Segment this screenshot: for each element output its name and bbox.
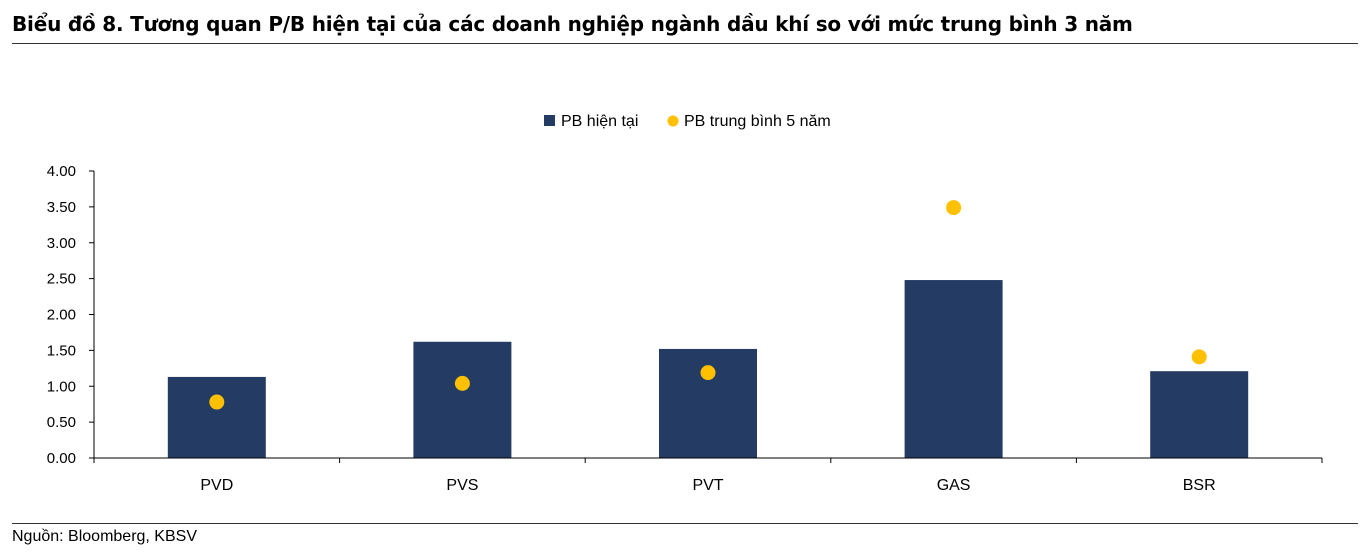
x-category-label: PVT [692,477,723,494]
chart-title: Biểu đồ 8. Tương quan P/B hiện tại của c… [12,12,1133,36]
x-category-label: PVD [200,477,233,494]
x-axis: PVD PVS PVT GAS BSR [93,457,1323,494]
y-tick-label: 2.50 [47,271,76,288]
bar-pvd [167,376,266,458]
y-axis: 0.00 0.50 1.00 1.50 2.00 2.50 3.00 3.50 4.00 [47,163,95,467]
x-category-label: BSR [1183,477,1216,494]
x-category-label: PVS [446,477,478,494]
y-tick-label: 0.50 [47,414,76,431]
y-tick-label: 1.50 [47,342,76,359]
y-tick-label: 3.50 [47,199,76,216]
legend-dot-swatch [667,115,679,127]
source-divider [12,523,1358,524]
scatter-series [209,200,1207,410]
legend-bar-swatch [544,115,555,126]
y-tick-label: 1.00 [47,378,76,395]
dot-bsr [1191,349,1207,365]
y-tick-label: 3.00 [47,235,76,252]
y-tick-label: 2.00 [47,307,76,324]
source-note: Nguồn: Bloomberg, KBSV [12,528,197,545]
bar-gas [904,280,1003,458]
y-tick-label: 4.00 [47,163,76,180]
dot-pvd [209,394,225,410]
bar-bsr [1150,371,1249,458]
dot-gas [946,200,962,216]
dot-pvt [700,365,716,381]
legend-label-average-pb: PB trung bình 5 năm [684,113,831,130]
y-tick-label: 0.00 [47,450,76,467]
bar-pvs [413,341,512,458]
legend-label-current-pb: PB hiện tại [561,113,638,130]
x-category-label: GAS [937,477,971,494]
bar-series [167,280,1249,458]
legend: PB hiện tại PB trung bình 5 năm [544,113,831,130]
dot-pvs [454,375,470,391]
title-divider [12,43,1358,44]
